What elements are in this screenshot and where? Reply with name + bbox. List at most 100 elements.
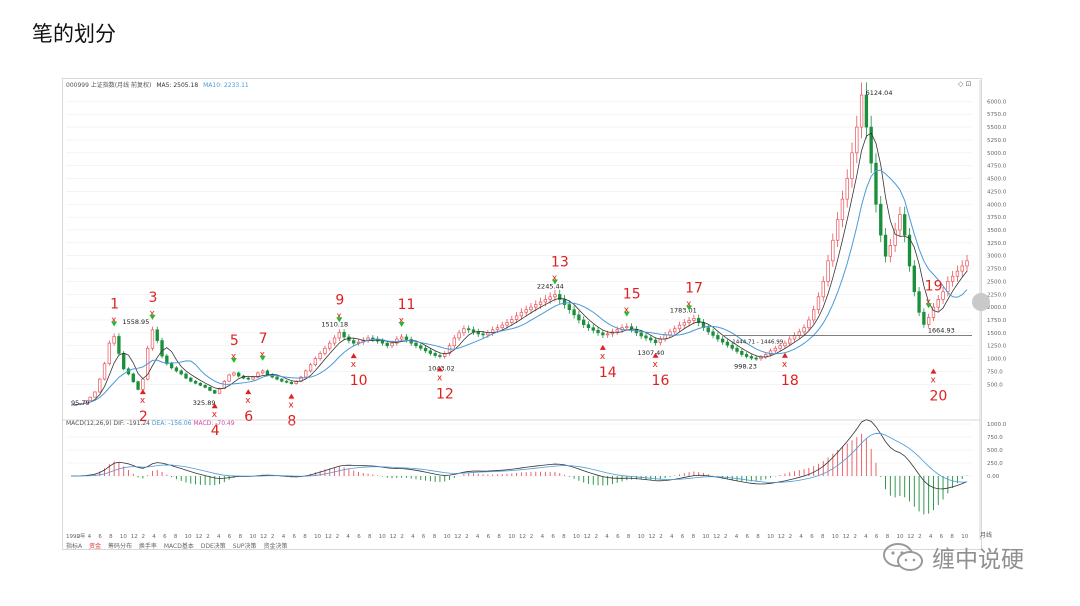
price-annotation: 1558.95 xyxy=(122,318,149,326)
x-tick-label: 4 xyxy=(217,534,221,540)
x-tick-label: 2 xyxy=(142,534,146,540)
candle xyxy=(107,342,111,365)
candle xyxy=(835,219,840,241)
candle xyxy=(950,275,955,282)
candle xyxy=(586,324,591,329)
candle xyxy=(749,356,754,359)
candle xyxy=(725,341,730,346)
dea-line xyxy=(70,432,968,483)
stroke-label: 3 xyxy=(148,290,157,306)
candle xyxy=(931,306,936,318)
x-tick-label: 4 xyxy=(670,534,674,540)
candle xyxy=(874,162,878,205)
ma5-label: MA5: 2505.18 xyxy=(156,82,199,89)
candle xyxy=(93,391,97,398)
ma10-line xyxy=(70,169,968,406)
candle xyxy=(922,311,926,325)
candle xyxy=(682,322,686,326)
x-tick-label: 8 xyxy=(368,534,372,540)
macd-tick-label: 1000.0 xyxy=(987,422,1007,428)
y-tick-label: 3000.0 xyxy=(987,254,1007,260)
candle xyxy=(275,376,279,380)
x-tick-label: 8 xyxy=(109,534,113,540)
x-tick-label: 10 xyxy=(249,534,256,540)
x-tick-label: 12 xyxy=(519,534,526,540)
candle xyxy=(433,353,437,356)
x-tick-label: 8 xyxy=(756,534,760,540)
stroke-mark-x: x xyxy=(399,316,405,326)
candle xyxy=(227,374,231,382)
red-arrow-icon xyxy=(930,368,937,374)
candle xyxy=(927,317,931,325)
y-tick-label: 1250.0 xyxy=(987,344,1007,350)
candle xyxy=(888,245,893,257)
tab-2[interactable]: 筹码分布 xyxy=(107,543,132,550)
tab-6[interactable]: SUP决策 xyxy=(232,543,257,550)
tab-4[interactable]: MACD基本 xyxy=(163,543,194,550)
candle xyxy=(462,328,466,334)
x-tick-label: 12 xyxy=(584,534,591,540)
candle xyxy=(203,384,207,388)
x-tick-label: 8 xyxy=(692,534,696,540)
candle xyxy=(284,380,289,383)
x-tick-label: 2 xyxy=(853,534,857,540)
x-tick-label: 4 xyxy=(605,534,609,540)
candle xyxy=(562,299,567,305)
candle xyxy=(821,281,825,298)
range-annotation: 1444.71 - 1446.99 xyxy=(732,340,783,346)
corner-icons[interactable]: ◇ ⊡ xyxy=(958,80,972,88)
candle xyxy=(850,152,854,179)
price-annotation: 95.79 xyxy=(71,399,90,407)
candle xyxy=(831,239,835,262)
candle xyxy=(399,336,404,340)
stroke-label: 17 xyxy=(685,281,703,297)
tab-3[interactable]: 换手率 xyxy=(138,543,157,550)
x-tick-label: 12 xyxy=(648,534,655,540)
candle xyxy=(668,331,672,336)
y-tick-label: 1500.0 xyxy=(987,331,1007,337)
candle xyxy=(855,126,859,154)
candle xyxy=(524,309,528,313)
candle xyxy=(658,338,663,344)
x-tick-label: 6 xyxy=(616,534,620,540)
y-tick-label: 3750.0 xyxy=(987,215,1007,221)
candle xyxy=(845,178,849,200)
candle xyxy=(251,376,255,380)
indicator-tabs: 指标A 资金 筹码分布 换手率 MACD基本 DDE决策 SUP决策 资金决策 xyxy=(66,541,293,550)
candle xyxy=(826,260,830,282)
candle xyxy=(313,358,318,366)
stroke-mark-x: x xyxy=(212,410,218,420)
tab-7[interactable]: 资金决策 xyxy=(263,543,288,550)
y-tick-label: 2750.0 xyxy=(987,267,1007,273)
x-tick-label: 4 xyxy=(541,534,545,540)
x-tick-label: 4 xyxy=(346,534,350,540)
x-tick-label: 6 xyxy=(293,534,297,540)
candle xyxy=(543,299,548,303)
x-tick-label: 10 xyxy=(314,534,321,540)
x-tick-label: 12 xyxy=(131,534,138,540)
x-tick-label: 2 xyxy=(724,534,728,540)
stroke-label: 4 xyxy=(211,423,220,439)
scroll-handle[interactable] xyxy=(972,293,990,311)
red-arrow-icon xyxy=(436,366,443,372)
candle xyxy=(625,326,629,329)
candle xyxy=(332,337,337,344)
stroke-mark-x: x xyxy=(336,311,342,321)
y-tick-label: 6000.0 xyxy=(987,99,1007,105)
candle xyxy=(893,229,897,246)
stroke-label: 20 xyxy=(929,389,947,405)
tab-5[interactable]: DDE决策 xyxy=(200,543,226,550)
x-tick-label: 6 xyxy=(746,534,750,540)
candle xyxy=(217,388,222,394)
x-tick-label: 10 xyxy=(832,534,839,540)
candle xyxy=(117,336,121,354)
tab-1[interactable]: 资金 xyxy=(89,543,102,550)
dif-line xyxy=(70,419,968,490)
tab-0[interactable]: 指标A xyxy=(66,543,83,550)
candle xyxy=(730,344,734,349)
stroke-label: 9 xyxy=(335,292,344,308)
candle xyxy=(193,380,198,384)
x-tick-label: 4 xyxy=(799,534,803,540)
price-annotation: 998.23 xyxy=(734,363,757,371)
